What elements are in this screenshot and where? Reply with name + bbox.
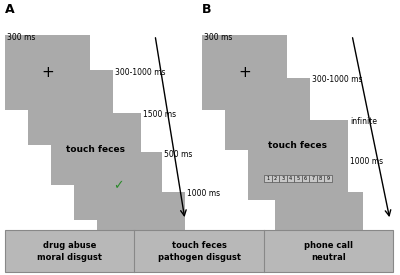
Text: phone call: phone call [304, 241, 353, 251]
Text: 1: 1 [266, 176, 270, 182]
Text: 2: 2 [274, 176, 277, 182]
Text: 300 ms: 300 ms [204, 33, 232, 42]
Bar [309, 175, 317, 182]
Text: pathogen disgust: pathogen disgust [158, 252, 240, 262]
Text: 8: 8 [319, 176, 322, 182]
Bar [97, 192, 185, 257]
Bar [248, 120, 348, 200]
Text: 300 ms: 300 ms [7, 33, 35, 42]
Bar [287, 175, 294, 182]
Bar [202, 35, 287, 110]
Text: 4: 4 [289, 176, 292, 182]
Bar [275, 192, 363, 257]
Bar [279, 175, 287, 182]
Bar [324, 175, 332, 182]
Text: neutral: neutral [311, 252, 346, 262]
Text: touch feces: touch feces [268, 141, 328, 150]
Text: 1000 ms: 1000 ms [187, 189, 220, 198]
Bar [225, 78, 310, 150]
Text: 1000 ms: 1000 ms [350, 157, 383, 166]
Bar [28, 70, 113, 145]
Text: +: + [238, 65, 251, 80]
Text: 3: 3 [282, 176, 284, 182]
Text: drug abuse: drug abuse [43, 241, 96, 251]
Text: 300-1000 ms: 300-1000 ms [115, 68, 166, 77]
Bar [294, 175, 302, 182]
Bar [74, 152, 162, 220]
Bar [317, 175, 324, 182]
Bar [5, 230, 393, 272]
Bar [5, 35, 90, 110]
Text: 300-1000 ms: 300-1000 ms [312, 75, 362, 84]
Text: ✓: ✓ [113, 180, 123, 192]
Bar [264, 175, 272, 182]
Text: moral disgust: moral disgust [37, 252, 102, 262]
Text: 500 ms: 500 ms [164, 150, 192, 159]
Text: touch feces: touch feces [172, 241, 226, 251]
Text: infinite: infinite [350, 117, 377, 126]
Bar [51, 113, 141, 185]
Bar [272, 175, 279, 182]
Text: A: A [5, 3, 15, 16]
Text: 9: 9 [326, 176, 330, 182]
Text: 6: 6 [304, 176, 307, 182]
Text: +: + [41, 65, 54, 80]
Text: B: B [202, 3, 212, 16]
Text: 7: 7 [312, 176, 314, 182]
Bar [302, 175, 309, 182]
Text: 5: 5 [296, 176, 300, 182]
Text: 1500 ms: 1500 ms [143, 110, 176, 119]
Text: touch feces: touch feces [66, 144, 126, 153]
